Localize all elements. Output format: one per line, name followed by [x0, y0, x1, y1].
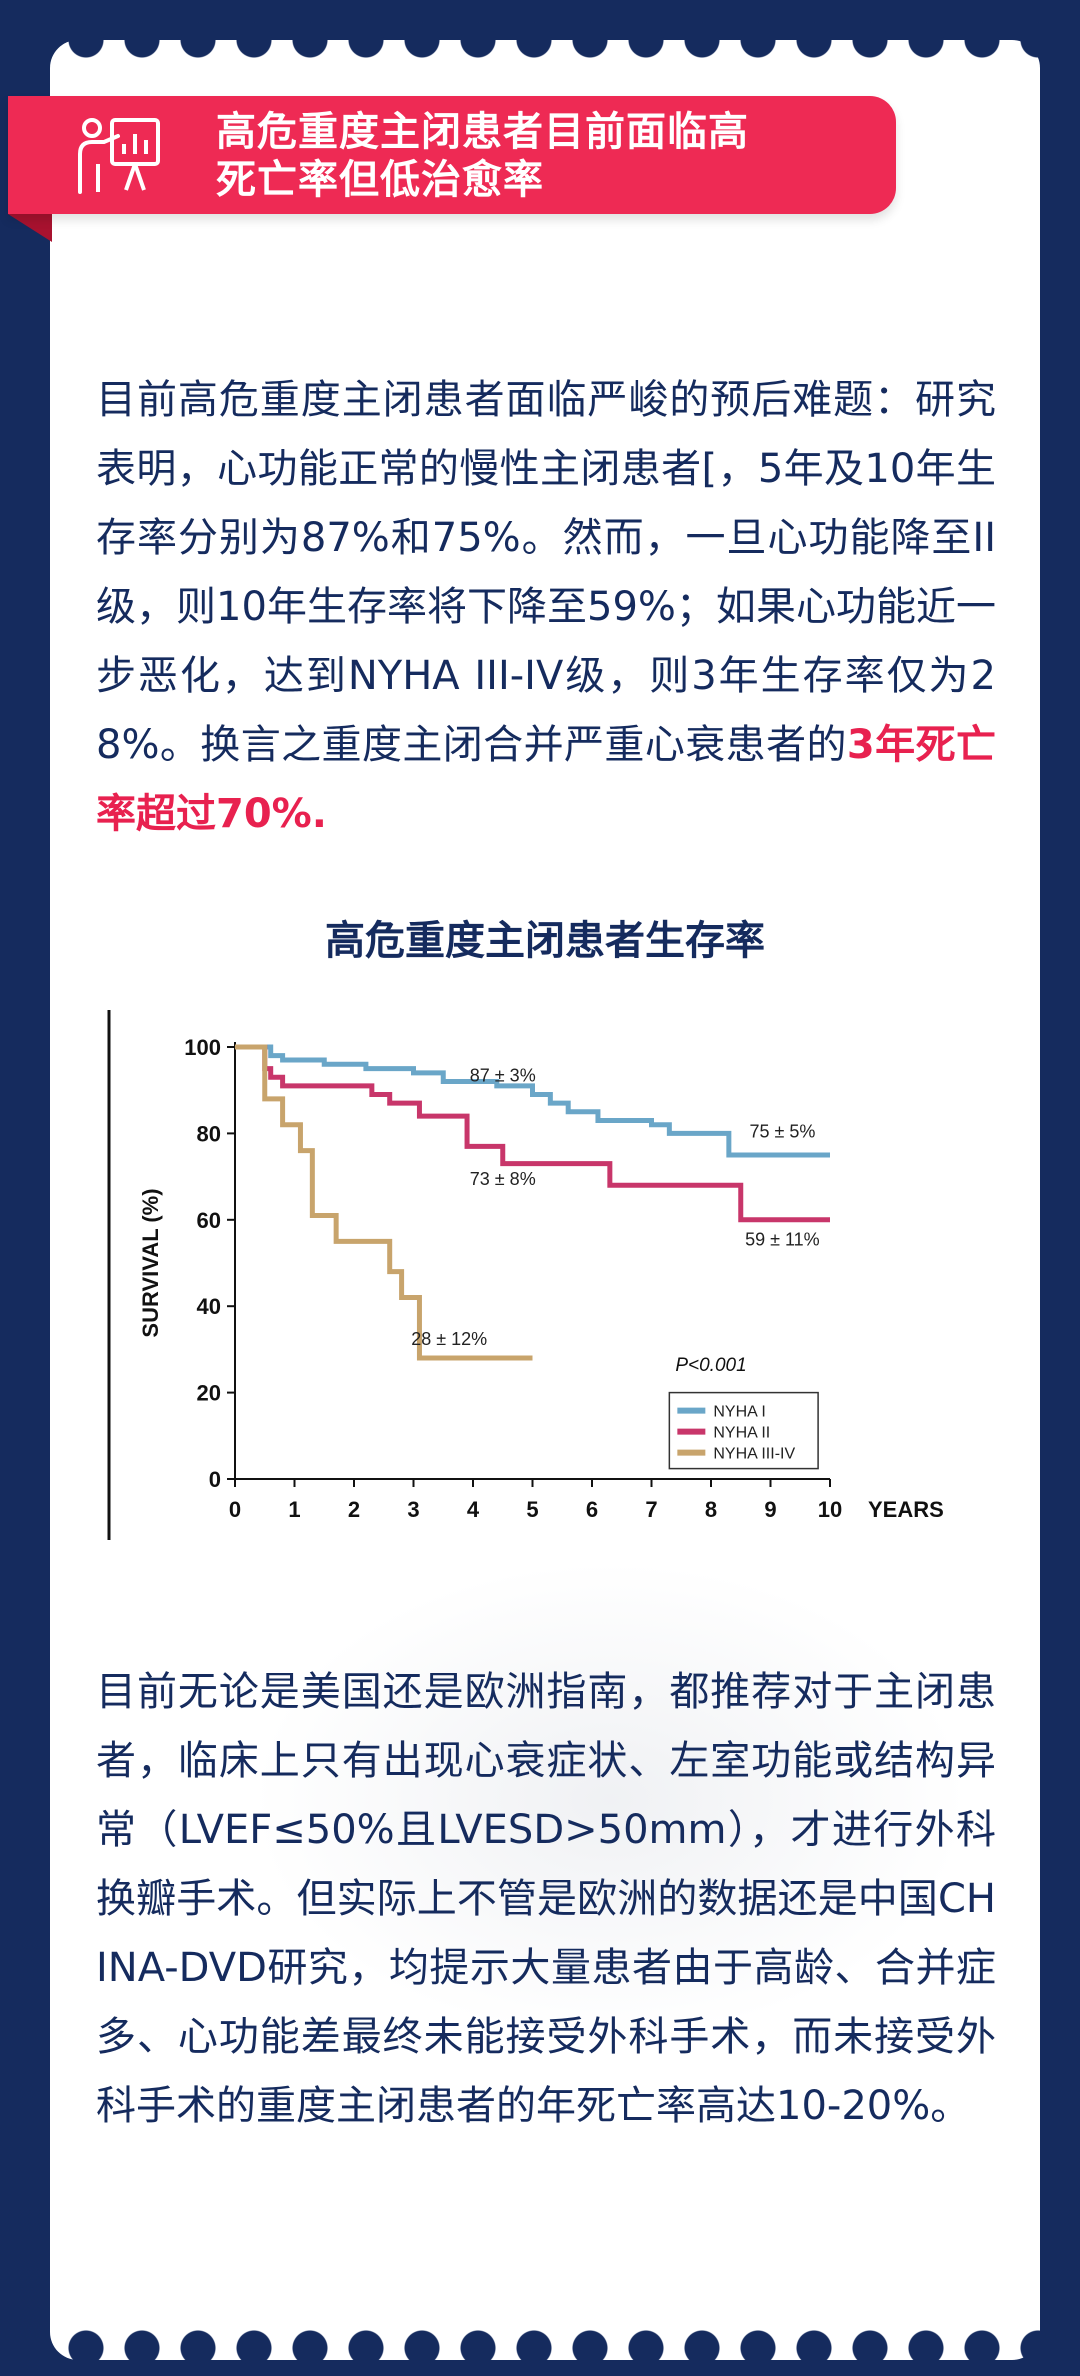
background-photo: [250, 1560, 970, 2040]
series-line-3: [235, 1044, 533, 1361]
y-tick-label: 40: [197, 1294, 221, 1319]
banner-title-line1: 高危重度主闭患者目前面临高: [216, 109, 749, 155]
banner-fold: [8, 214, 52, 242]
series-line-2: [235, 1044, 830, 1223]
series-line-1: [235, 1044, 830, 1158]
y-tick-label: 20: [197, 1381, 221, 1406]
scalloped-edge-top: [50, 20, 1040, 60]
x-tick-label: 7: [645, 1497, 657, 1522]
legend-label-3: NYHA III-IV: [713, 1446, 795, 1463]
y-tick-label: 100: [184, 1035, 221, 1060]
content-card: [50, 40, 1040, 2360]
chart-legend: NYHA I NYHA II NYHA III-IV: [668, 1391, 819, 1470]
x-tick-label: 10: [818, 1497, 842, 1522]
y-tick-label: 80: [197, 1121, 221, 1146]
p-value-label: P<0.001: [675, 1355, 746, 1376]
x-tick-label: 9: [764, 1497, 776, 1522]
x-tick-label: 5: [526, 1497, 538, 1522]
x-tick-label: 0: [229, 1497, 241, 1522]
intro-text: 目前高危重度主闭患者面临严峻的预后难题：研究表明，心功能正常的慢性主闭患者[，5…: [96, 377, 996, 768]
annotation-4: 59 ± 11%: [745, 1230, 820, 1250]
x-tick-label: 6: [586, 1497, 598, 1522]
x-tick-label: 3: [407, 1497, 419, 1522]
survival-chart: 0 20 40 60 80 100 0 1 2 3 4 5 6 7 8 9 10 YEARS SURVIVAL (%…: [100, 1000, 1000, 1560]
banner-title-line2: 死亡率但低治愈率: [216, 157, 544, 203]
x-tick-label: 4: [467, 1497, 480, 1522]
chart-axes: 0 20 40 60 80 100 0 1 2 3 4 5 6 7 8 9 10 YEARS SURVIVAL (%…: [138, 1035, 944, 1522]
chart-series: [235, 1044, 830, 1361]
x-axis-label: YEARS: [868, 1497, 944, 1522]
chart-title: 高危重度主闭患者生存率: [325, 918, 765, 964]
chart-annotations: 87 ± 3% 75 ± 5% 73 ± 8% 59 ± 11% 28 ± 12%: [411, 1066, 819, 1350]
survival-chart-svg: 0 20 40 60 80 100 0 1 2 3 4 5 6 7 8 9 10 YEARS SURVIVAL (%…: [107, 1010, 944, 1540]
x-tick-label: 2: [348, 1497, 360, 1522]
section-banner: 高危重度主闭患者目前面临高 死亡率但低治愈率: [8, 96, 896, 214]
x-tick-label: 1: [288, 1497, 300, 1522]
legend-label-2: NYHA II: [713, 1425, 770, 1442]
x-tick-label: 8: [705, 1497, 717, 1522]
body-paragraph: 目前无论是美国还是欧洲指南，都推荐对于主闭患者，临床上只有出现心衰症状、左室功能…: [96, 1669, 996, 2129]
intro-paragraph: 目前高危重度主闭患者面临严峻的预后难题：研究表明，心功能正常的慢性主闭患者[，5…: [96, 366, 996, 849]
annotation-1: 87 ± 3%: [470, 1066, 536, 1086]
annotation-2: 75 ± 5%: [749, 1122, 815, 1142]
scalloped-edge-bottom: [50, 2328, 1040, 2368]
banner-title: 高危重度主闭患者目前面临高 死亡率但低治愈率: [216, 108, 876, 204]
annotation-3: 73 ± 8%: [470, 1169, 536, 1189]
annotation-5: 28 ± 12%: [411, 1329, 487, 1349]
y-tick-label: 0: [209, 1467, 221, 1492]
y-axis-label: SURVIVAL (%): [138, 1188, 163, 1337]
legend-label-1: NYHA I: [713, 1404, 765, 1421]
y-tick-label: 60: [197, 1208, 221, 1233]
presentation-chart-icon: [78, 118, 160, 194]
intro-highlight: 3年死亡率超过70%.: [96, 722, 996, 837]
